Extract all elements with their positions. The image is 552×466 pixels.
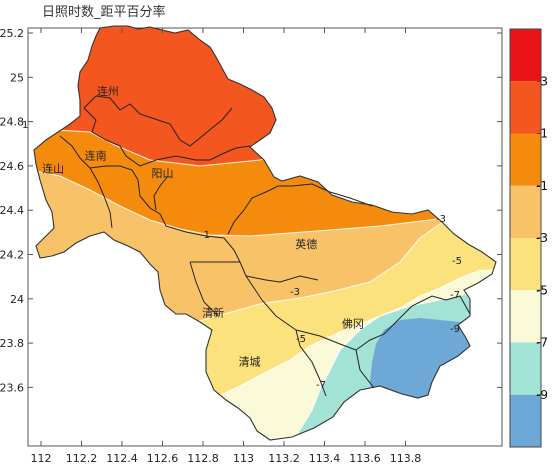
contour-label: -5 — [452, 256, 462, 267]
y-tick-label: 24.4 — [0, 204, 24, 217]
contour-label-group: 1 -1 -3 -3 -5 -5 -7 -7 -9 — [22, 120, 462, 391]
colorbar-tick-label: 1 — [540, 127, 548, 141]
x-tick-label: 113.2 — [268, 452, 300, 465]
x-tick-label: 113.6 — [349, 452, 381, 465]
x-tick-label: 112.6 — [147, 452, 179, 465]
colorbar-tick-label: -5 — [536, 283, 548, 297]
city-label: 英德 — [295, 237, 317, 251]
contour-label: -5 — [296, 334, 306, 345]
x-tick-label: 112.4 — [106, 452, 138, 465]
y-tick-label: 24.8 — [0, 116, 24, 129]
map-title: 日照时数_距平百分率 — [42, 5, 166, 20]
y-tick-label: 25.2 — [0, 27, 24, 40]
region-outline — [33, 25, 497, 441]
colorbar-swatch — [510, 133, 541, 186]
x-tick-label: 112.2 — [66, 452, 98, 465]
contour-label: -9 — [450, 324, 460, 335]
city-label: 佛冈 — [342, 318, 364, 331]
y-tick-label: 25 — [10, 71, 24, 84]
contour-label: -3 — [290, 287, 300, 298]
city-label: 阳山 — [152, 167, 174, 180]
colorbar-tick-label: -3 — [536, 231, 548, 245]
colorbar-tick-label: -1 — [536, 179, 548, 193]
colorbar-swatch — [510, 394, 541, 447]
contour-label: 1 — [22, 120, 28, 131]
contour-lines — [34, 127, 481, 431]
colorbar-swatch — [510, 238, 541, 291]
colorbar-swatch — [510, 185, 541, 238]
x-tick-label: 113 — [233, 452, 254, 465]
colorbar-tick-label: -7 — [536, 336, 548, 350]
county-boundaries — [59, 95, 471, 397]
colorbar-swatch — [510, 29, 541, 82]
city-label: 连山 — [42, 163, 64, 176]
y-tick-label: 24.2 — [0, 249, 24, 262]
x-tick-label: 113.4 — [309, 452, 341, 465]
legend-colorbar: 3 1 -1 -3 -5 -7 -9 — [509, 28, 548, 448]
x-tick-label: 113.8 — [390, 452, 422, 465]
y-tick-label: 23.6 — [0, 381, 24, 394]
y-tick-label: 24 — [10, 293, 24, 306]
city-label: 连南 — [85, 149, 107, 162]
contour-label: -7 — [450, 290, 460, 301]
city-label: 清城 — [239, 355, 261, 368]
colorbar-tick-label: 3 — [540, 74, 548, 88]
colorbar-tick-label: -9 — [536, 388, 548, 402]
x-tick-label: 112.8 — [187, 452, 219, 465]
city-label: 连州 — [97, 85, 119, 98]
y-axis: 25.2 25 24.8 24.6 24.4 24.2 24 23.8 23.6 — [0, 27, 502, 394]
colorbar-swatch — [510, 342, 541, 395]
x-axis: 112 112.2 112.4 112.6 112.8 113 113.2 113.4 113.… — [31, 28, 422, 465]
contour-label: -3 — [436, 214, 446, 225]
y-tick-label: 24.6 — [0, 160, 24, 173]
contour-label: -7 — [316, 380, 326, 391]
colorbar-swatch — [510, 290, 541, 343]
x-tick-label: 112 — [31, 452, 52, 465]
y-tick-label: 23.8 — [0, 337, 24, 350]
city-label: 清新 — [202, 306, 224, 320]
colorbar-swatch — [510, 81, 541, 134]
contour-label: -1 — [200, 230, 210, 241]
